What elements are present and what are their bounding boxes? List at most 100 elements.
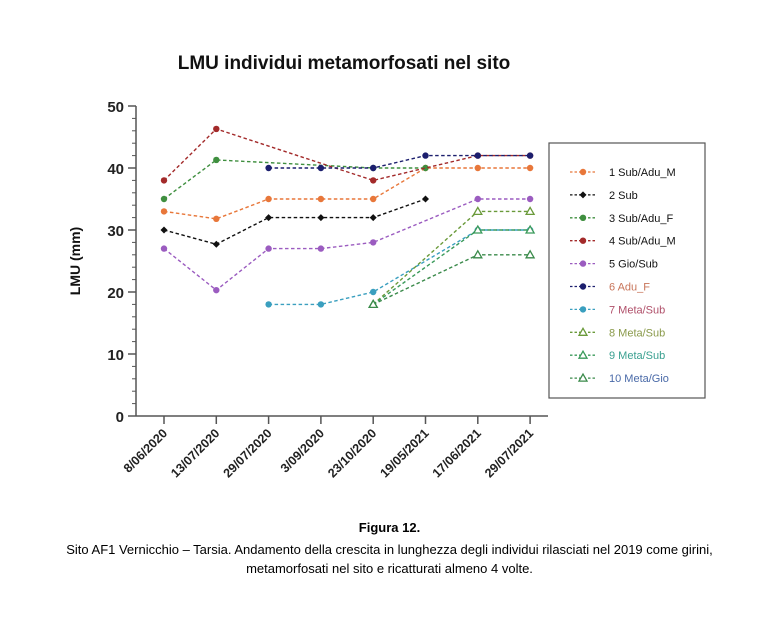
data-point — [160, 177, 168, 184]
data-point — [369, 214, 377, 222]
legend-label: 1 Sub/Adu_M — [609, 167, 676, 179]
series-line — [268, 229, 531, 306]
data-point — [368, 299, 379, 309]
data-point — [524, 224, 536, 234]
data-point — [317, 245, 325, 252]
data-point — [422, 195, 429, 203]
data-point — [526, 195, 534, 203]
legend-marker — [577, 326, 589, 336]
legend-label: 10 Meta/Gio — [609, 373, 669, 385]
legend-item-8: 8 Meta/Sub — [570, 326, 665, 339]
legend-marker — [577, 372, 589, 382]
series-line — [372, 210, 531, 305]
legend-item-4: 4 Sub/Adu_M — [570, 236, 676, 248]
x-tick-label: 29/07/2021 — [482, 426, 536, 480]
data-point — [370, 195, 377, 203]
figure-caption-text: Sito AF1 Vernicchio – Tarsia. Andamento … — [66, 542, 713, 576]
data-point — [212, 240, 220, 248]
x-tick-label: 8/06/2020 — [121, 426, 170, 475]
data-point — [422, 152, 429, 159]
legend-item-10: 10 Meta/Gio — [570, 372, 669, 385]
data-point — [370, 164, 377, 172]
legend-marker — [579, 214, 587, 221]
legend-item-1: 1 Sub/Adu_M — [570, 167, 676, 179]
series-5 — [160, 195, 534, 294]
data-point — [317, 301, 325, 308]
data-point — [213, 125, 220, 133]
series-line — [372, 254, 531, 306]
data-point — [160, 245, 168, 252]
y-tick-label: 50 — [107, 99, 124, 116]
data-point — [317, 195, 325, 203]
data-point — [265, 301, 272, 308]
data-point — [474, 152, 481, 159]
data-point — [370, 239, 377, 246]
legend-label: 9 Meta/Sub — [609, 350, 665, 362]
x-tick-label: 17/06/2021 — [430, 426, 484, 480]
y-tick-label: 30 — [107, 223, 124, 240]
legend-marker — [579, 306, 587, 313]
data-point — [524, 206, 536, 216]
legend-marker — [579, 260, 587, 267]
legend-label: 7 Meta/Sub — [609, 304, 665, 316]
y-tick-label: 10 — [107, 347, 124, 364]
data-point — [474, 164, 481, 172]
legend-marker — [579, 168, 587, 176]
x-tick-label: 13/07/2020 — [168, 426, 222, 480]
x-tick-label: 19/05/2021 — [377, 426, 431, 480]
legend-label: 4 Sub/Adu_M — [609, 236, 676, 248]
data-point — [422, 164, 429, 172]
data-point — [524, 249, 536, 259]
x-tick-label: 23/10/2020 — [325, 426, 379, 480]
data-point — [160, 195, 168, 203]
data-point — [370, 177, 377, 184]
data-point — [472, 249, 483, 259]
data-point — [474, 195, 481, 203]
y-tick-label: 20 — [107, 285, 124, 302]
series-8 — [368, 206, 536, 309]
data-point — [213, 215, 220, 223]
series-6 — [265, 152, 534, 172]
chart-title: LMU individui metamorfosati nel sito — [178, 53, 511, 74]
series-layer — [160, 125, 536, 309]
data-point — [370, 288, 377, 296]
data-point — [160, 208, 168, 215]
legend-marker — [579, 237, 587, 244]
line-chart: LMU individui metamorfosati nel sito LMU… — [67, 53, 706, 480]
data-point — [472, 224, 483, 234]
data-point — [472, 206, 483, 216]
data-point — [317, 214, 325, 222]
legend-item-3: 3 Sub/Adu_F — [570, 213, 673, 225]
data-point — [265, 214, 273, 222]
x-tick-label: 29/07/2020 — [221, 426, 275, 480]
data-point — [265, 164, 272, 172]
legend-label: 5 Gio/Sub — [609, 259, 658, 271]
series-line — [163, 167, 531, 220]
data-point — [265, 195, 272, 203]
legend-item-2: 2 Sub — [570, 190, 638, 202]
figure-caption-title: Figura 12. — [358, 520, 421, 535]
data-point — [213, 156, 220, 164]
series-line — [268, 154, 531, 169]
series-10 — [368, 249, 536, 309]
data-point — [526, 152, 534, 159]
legend-label: 3 Sub/Adu_F — [609, 213, 673, 225]
x-tick-label: 3/09/2020 — [278, 426, 327, 475]
series-3 — [160, 156, 429, 203]
legend-item-6: 6 Adu_F — [570, 282, 650, 294]
data-point — [265, 245, 272, 252]
y-tick-label: 0 — [116, 409, 124, 426]
data-point — [526, 164, 534, 172]
y-axis-label: LMU (mm) — [67, 227, 83, 295]
legend-label: 8 Meta/Sub — [609, 327, 665, 339]
legend-item-5: 5 Gio/Sub — [570, 259, 658, 271]
data-point — [160, 226, 168, 234]
legend-item-9: 9 Meta/Sub — [570, 349, 665, 362]
legend-marker — [579, 283, 587, 290]
legend-item-7: 7 Meta/Sub — [570, 304, 665, 316]
data-point — [317, 164, 325, 172]
data-point — [213, 286, 220, 294]
series-7 — [265, 226, 534, 308]
series-2 — [160, 195, 429, 248]
legend-label: 2 Sub — [609, 190, 638, 202]
